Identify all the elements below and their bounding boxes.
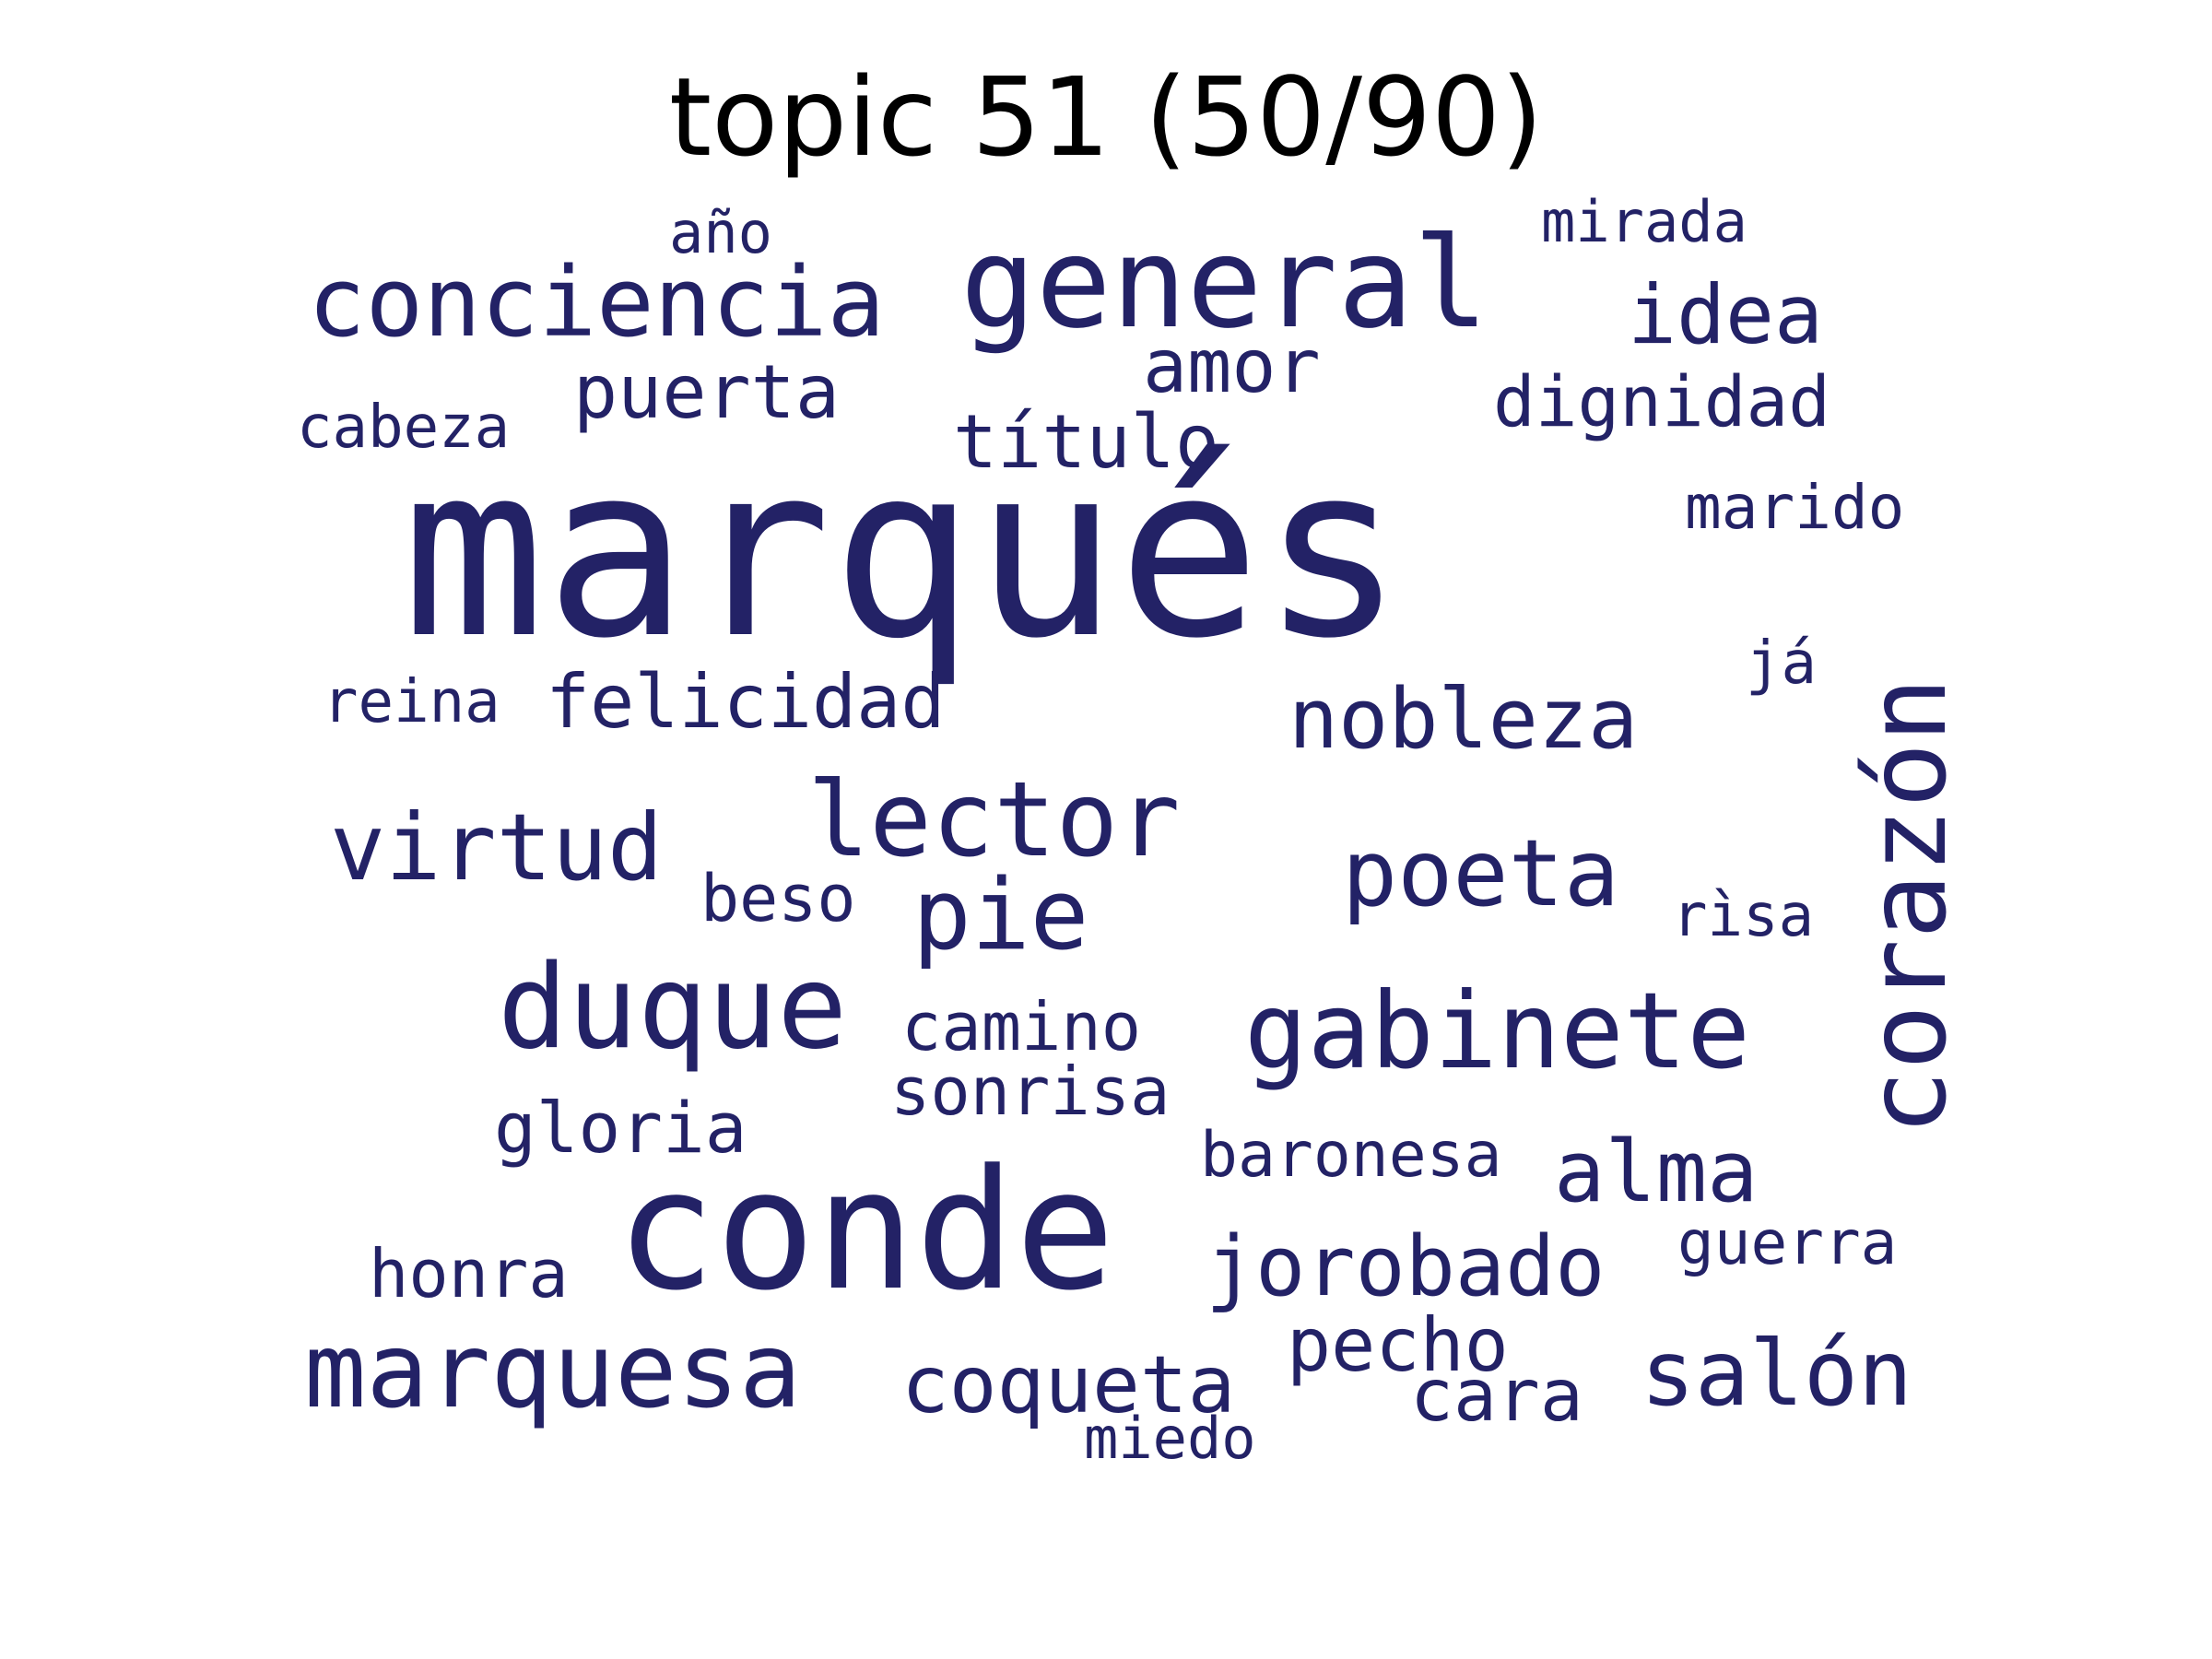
word-mirada: mirada: [1541, 188, 1747, 255]
word-pecho: pecho: [1287, 1302, 1509, 1388]
word-ano: año: [669, 199, 772, 266]
word-corazon: corazón: [1843, 677, 1971, 1135]
word-guerra: guerra: [1677, 1207, 1898, 1278]
word-gabinete: gabinete: [1244, 970, 1751, 1092]
word-poeta: poeta: [1342, 819, 1620, 927]
chart-title: topic 51 (50/90): [668, 53, 1544, 181]
word-beso: beso: [700, 861, 856, 936]
word-coqueta: coqueta: [901, 1339, 1236, 1431]
word-marques: marqués: [402, 414, 1405, 690]
word-cara: cara: [1410, 1355, 1583, 1438]
word-cabeza: cabeza: [297, 394, 511, 462]
word-felicidad: felicidad: [546, 659, 946, 745]
word-jorobado: jorobado: [1206, 1218, 1606, 1315]
word-pie: pie: [912, 858, 1089, 971]
word-miedo: miedo: [1084, 1405, 1256, 1472]
word-gloria: gloria: [494, 1087, 747, 1169]
word-camino: camino: [901, 988, 1142, 1065]
word-puerta: puerta: [573, 349, 840, 435]
word-sonrisa: sonrisa: [890, 1053, 1171, 1130]
word-conde: conde: [616, 1135, 1115, 1327]
word-reina: reina: [323, 668, 500, 736]
word-alma: alma: [1554, 1123, 1759, 1221]
word-dignidad: dignidad: [1493, 360, 1831, 442]
word-ja: já: [1746, 629, 1818, 698]
word-nobleza: nobleza: [1288, 671, 1639, 768]
word-baronesa: baronesa: [1200, 1119, 1502, 1192]
word-general: general: [960, 211, 1489, 357]
word-virtud: virtud: [330, 794, 664, 901]
word-idea: idea: [1628, 267, 1823, 362]
word-salon: salón: [1641, 1322, 1913, 1427]
word-honra: honra: [369, 1235, 569, 1312]
word-marido: marido: [1685, 472, 1905, 543]
word-titulo: título: [953, 399, 1219, 485]
word-lector: lector: [807, 760, 1181, 880]
word-duque: duque: [498, 939, 848, 1075]
word-risa: rìsa: [1672, 882, 1815, 950]
word-conciencia: conciencia: [308, 246, 886, 359]
word-marquesa: marquesa: [304, 1312, 802, 1431]
word-amor: amor: [1143, 324, 1321, 409]
